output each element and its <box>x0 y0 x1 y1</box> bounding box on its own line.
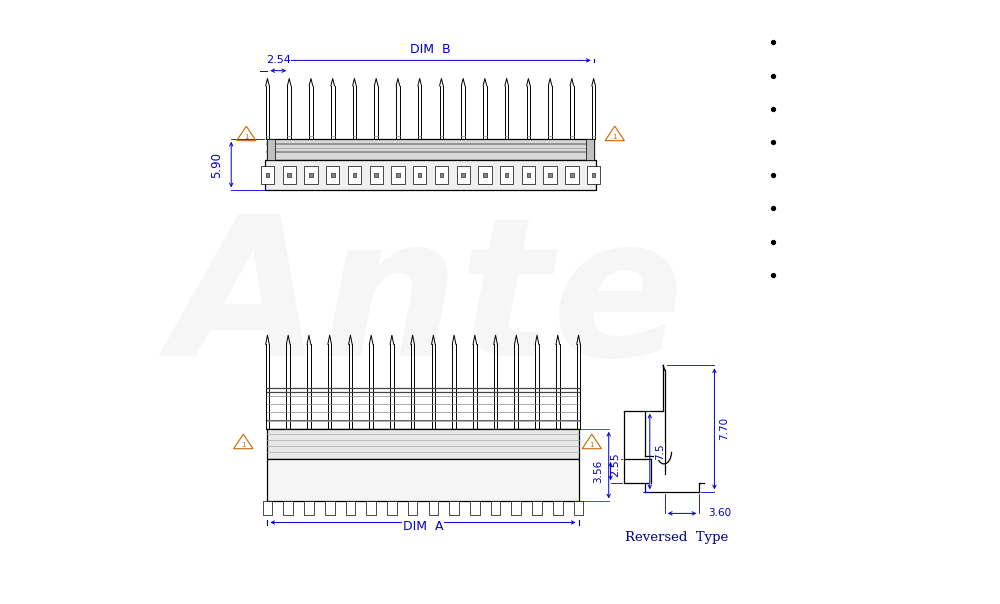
Text: DIM  B: DIM B <box>410 42 451 56</box>
Text: 7.70: 7.70 <box>719 417 729 440</box>
Bar <box>370 166 383 184</box>
Text: 2.54: 2.54 <box>266 55 291 65</box>
Text: 1: 1 <box>241 442 246 448</box>
Text: 7.5: 7.5 <box>655 443 665 460</box>
Bar <box>565 166 579 184</box>
Bar <box>449 501 459 515</box>
Bar <box>366 501 376 515</box>
Bar <box>267 459 579 501</box>
Bar <box>413 166 426 184</box>
Bar <box>353 173 356 177</box>
Bar <box>304 501 314 515</box>
Bar <box>283 166 296 184</box>
Bar <box>263 501 272 515</box>
Bar <box>553 501 563 515</box>
Bar <box>266 173 269 177</box>
Bar <box>543 166 557 184</box>
Bar <box>265 160 596 190</box>
Bar <box>491 501 500 515</box>
Bar <box>470 501 480 515</box>
Bar <box>457 166 470 184</box>
Bar <box>522 166 535 184</box>
Text: 3.56: 3.56 <box>593 460 603 483</box>
Bar <box>283 501 293 515</box>
Bar <box>587 166 600 184</box>
Bar <box>527 173 530 177</box>
Bar <box>483 173 487 177</box>
Bar <box>429 501 438 515</box>
Bar <box>331 173 335 177</box>
Bar <box>267 139 275 160</box>
Text: DIM  A: DIM A <box>403 520 443 533</box>
Bar <box>570 173 574 177</box>
Bar <box>548 173 552 177</box>
Bar <box>287 173 291 177</box>
Bar <box>387 501 397 515</box>
Bar <box>348 166 361 184</box>
Bar <box>304 166 318 184</box>
Bar <box>586 139 594 160</box>
Bar <box>396 173 400 177</box>
Text: Reversed  Type: Reversed Type <box>625 531 728 544</box>
Text: 1: 1 <box>590 442 594 448</box>
Bar <box>325 501 335 515</box>
Bar <box>391 166 405 184</box>
Bar <box>461 173 465 177</box>
Bar <box>267 139 594 160</box>
Bar <box>267 429 579 459</box>
Bar <box>408 501 417 515</box>
Bar <box>440 173 443 177</box>
Bar <box>592 173 595 177</box>
Bar <box>374 173 378 177</box>
Bar <box>478 166 492 184</box>
Text: 1: 1 <box>244 133 249 140</box>
Bar <box>500 166 513 184</box>
Text: 5.90: 5.90 <box>210 152 223 178</box>
Bar <box>418 173 421 177</box>
Bar <box>309 173 313 177</box>
Bar <box>505 173 508 177</box>
Bar <box>574 501 583 515</box>
Text: 1: 1 <box>613 133 617 140</box>
Bar <box>532 501 542 515</box>
Bar <box>346 501 355 515</box>
Bar <box>511 501 521 515</box>
Bar <box>435 166 448 184</box>
Text: 2.55: 2.55 <box>611 453 621 477</box>
Bar <box>261 166 274 184</box>
Text: 3.60: 3.60 <box>708 509 732 518</box>
Text: Ante: Ante <box>171 208 684 396</box>
Bar <box>326 166 339 184</box>
